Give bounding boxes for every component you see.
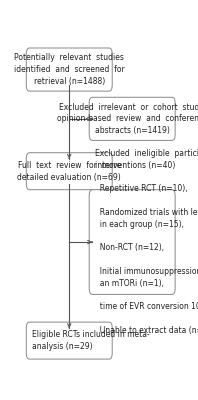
FancyBboxPatch shape bbox=[26, 322, 112, 359]
Text: Potentially  relevant  studies
identified  and  screened  for
retrieval (n=1488): Potentially relevant studies identified … bbox=[14, 53, 125, 86]
Text: Eligible RCTs included in meta-
analysis (n=29): Eligible RCTs included in meta- analysis… bbox=[32, 330, 150, 351]
FancyBboxPatch shape bbox=[26, 153, 112, 190]
Text: Excluded  irrelevant  or  cohort  study,
opinion-based  review  and  conference
: Excluded irrelevant or cohort study, opi… bbox=[57, 102, 198, 135]
FancyBboxPatch shape bbox=[89, 97, 175, 140]
Text: Excluded  ineligible  participants  or
interventions (n=40)

  Repetitive RCT (n: Excluded ineligible participants or inte… bbox=[95, 149, 198, 335]
FancyBboxPatch shape bbox=[89, 190, 175, 294]
Text: Full  text  review  for  more
detailed evaluation (n=69): Full text review for more detailed evalu… bbox=[17, 161, 121, 182]
FancyBboxPatch shape bbox=[26, 48, 112, 91]
